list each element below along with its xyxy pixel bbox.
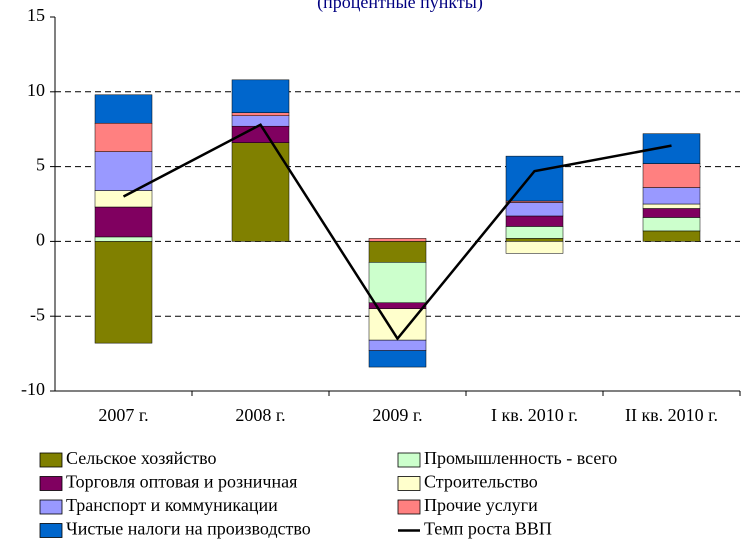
legend-label: Сельское хозяйство [66,448,217,468]
bar-segment [505,215,564,227]
bar-segment [642,208,701,218]
bar-segment [642,217,701,232]
bar-segment [94,190,153,208]
y-tick-label: 0 [36,230,45,250]
legend-swatch [39,499,63,515]
x-tick-label: 2008 г. [235,405,285,425]
bar-segment [505,241,564,254]
bar-segment [505,226,564,239]
bar-segment [94,236,153,242]
bar-segment [642,203,701,209]
legend-label: Торговля оптовая и розничная [66,472,297,492]
legend-swatch [397,452,421,468]
bar-segment [94,122,153,152]
y-tick-label: 15 [27,5,45,25]
legend-label: Прочие услуги [424,495,538,515]
bar-segment [368,350,427,368]
legend-label: Промышленность - всего [424,448,617,468]
bar-segment [642,230,701,242]
bar-segment [505,238,564,242]
legend-swatch [39,452,63,468]
bar-segment [642,163,701,188]
bar-segment [505,202,564,217]
bar-segment [94,241,153,344]
line-series [122,123,672,341]
bar-segment [642,133,701,164]
bar-segment [231,112,290,116]
y-tick-label: 10 [27,80,45,100]
legend-label: Транспорт и коммуникации [66,495,278,515]
bar-segment [642,187,701,205]
bar-segment [231,142,290,242]
bar-segment [368,241,427,263]
legend-swatch [397,499,421,515]
x-tick-label: 2007 г. [98,405,148,425]
bar-segment [94,206,153,238]
y-tick-label: 5 [36,155,45,175]
legend-label: Строительство [424,472,538,492]
chart-title: (процентные пункты) [317,0,483,13]
legend-swatch [39,523,63,538]
y-tick-label: -5 [30,304,45,324]
bar-segment [231,79,290,113]
legend-swatch [39,476,63,491]
legend-swatch [397,476,421,491]
legend-label: Темп роста ВВП [424,519,552,539]
x-tick-label: I кв. 2010 г. [491,405,578,425]
bar-segment [368,262,427,303]
y-tick-label: -10 [21,379,45,399]
bar-segment [368,238,427,242]
legend-label: Чистые налоги на производство [66,519,311,539]
bar-segment [368,339,427,351]
x-tick-label: 2009 г. [372,405,422,425]
x-tick-label: II кв. 2010 г. [625,405,718,425]
bar-segment [94,94,153,124]
